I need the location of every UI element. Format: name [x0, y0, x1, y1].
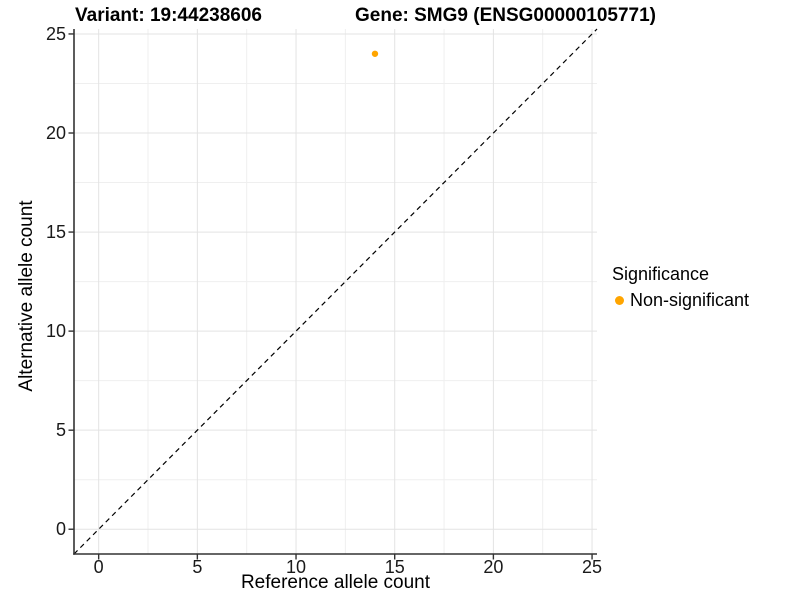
y-tick-label: 25: [46, 24, 66, 44]
y-tick-label: 10: [46, 321, 66, 341]
legend: Significance Non-significant: [612, 264, 749, 311]
data-point: [371, 50, 379, 57]
y-tick-label: 0: [56, 519, 66, 539]
x-tick-label: 25: [582, 557, 602, 577]
identity-dashed-line: [73, 28, 598, 555]
y-tick-label: 5: [56, 420, 66, 440]
x-tick-label: 10: [286, 557, 306, 577]
chart-title-gene: Gene: SMG9 (ENSG00000105771): [355, 5, 656, 26]
x-tick-label: 5: [192, 557, 202, 577]
x-tick-label: 15: [385, 557, 405, 577]
x-tick-label: 20: [483, 557, 503, 577]
legend-item-label: Non-significant: [630, 290, 750, 310]
x-axis-title: Reference allele count: [240, 572, 431, 593]
legend-point-icon: [615, 296, 624, 305]
legend-item: Non-significant: [615, 290, 749, 311]
chart-title-variant: Variant: 19:44238606: [75, 5, 262, 26]
y-tick-label: 20: [46, 123, 66, 143]
y-tick-label: 15: [46, 222, 66, 242]
x-tick-label: 0: [94, 557, 104, 577]
legend-title: Significance: [612, 264, 710, 284]
